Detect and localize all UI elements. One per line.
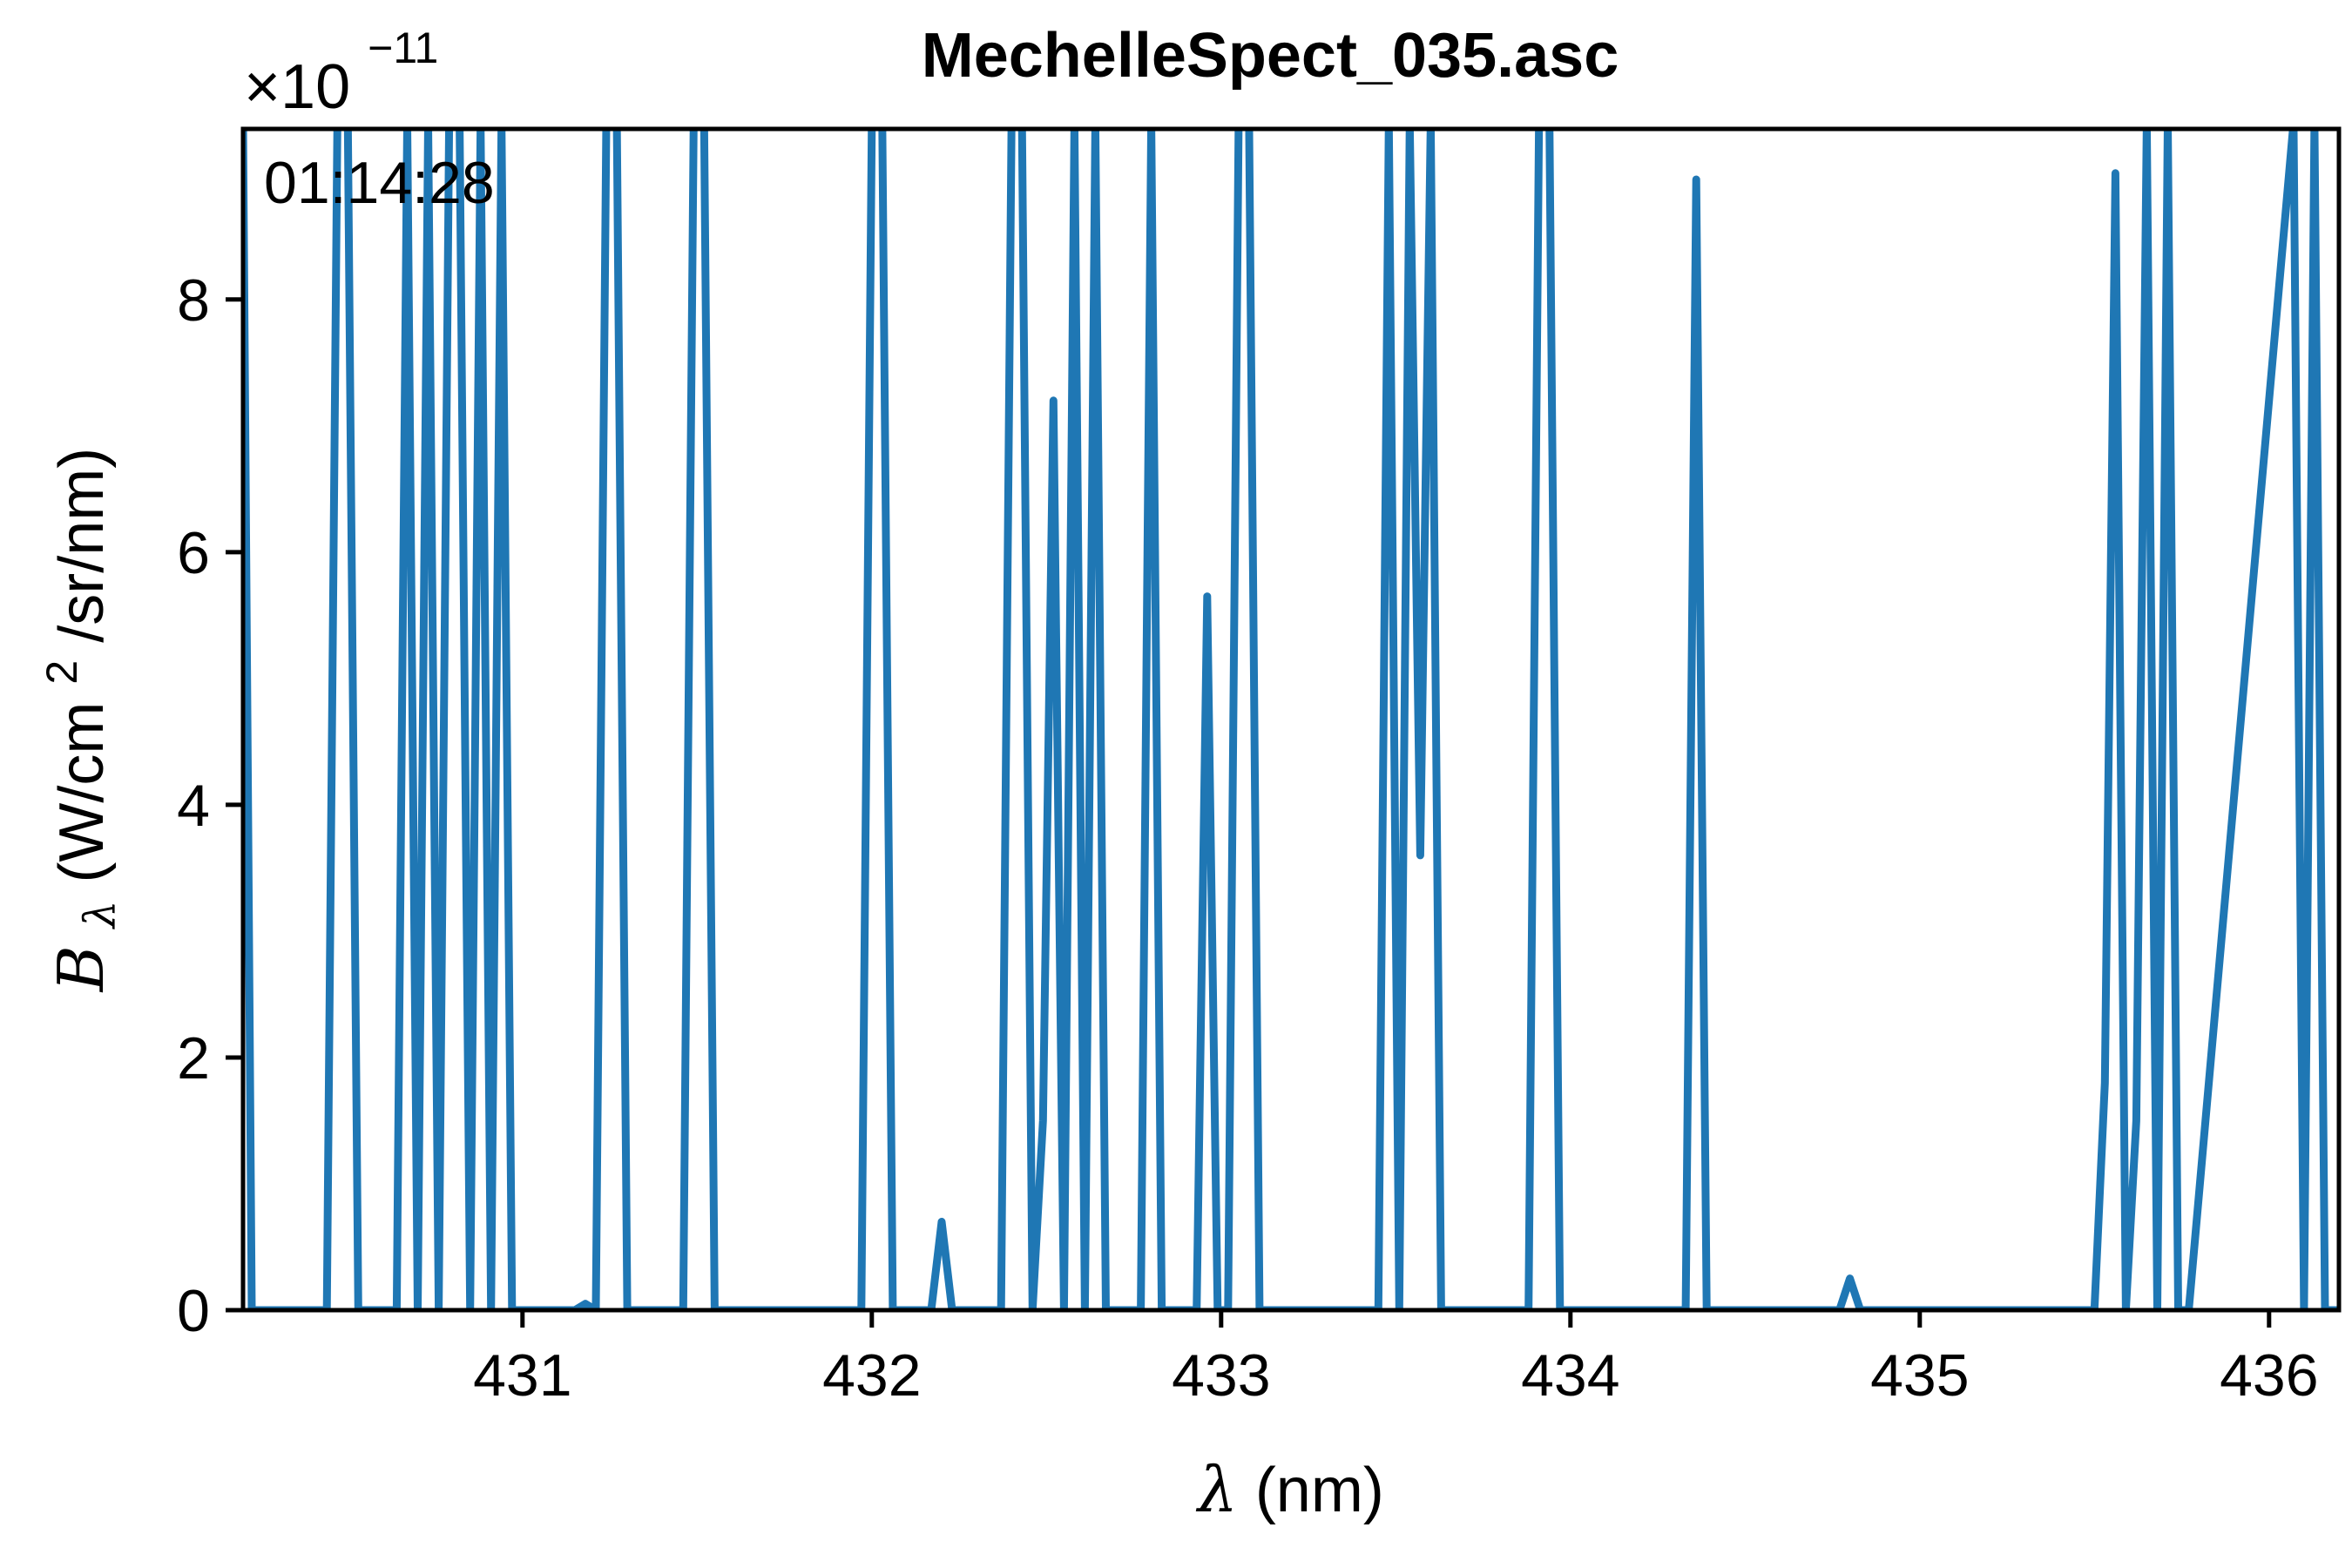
y-tick-label-4: 8: [177, 267, 210, 334]
y-axis: 0 2 4 6 8: [177, 267, 243, 1344]
x-axis-label: λ (nm): [1195, 1453, 1384, 1526]
y-axis-symbol: B: [44, 945, 118, 993]
scale-factor-exponent: −11: [368, 24, 438, 72]
x-axis: 431 432 433 434 435 436: [473, 1310, 2319, 1409]
x-tick-label-1: 432: [822, 1342, 921, 1409]
spectrum-line: [243, 129, 2339, 1310]
y-axis-superscript: 2: [37, 660, 86, 685]
x-axis-symbol: λ: [1195, 1453, 1238, 1526]
y-axis-subscript: λ: [75, 901, 125, 930]
y-tick-label-2: 4: [177, 773, 210, 839]
x-tick-label-0: 431: [473, 1342, 571, 1409]
plot-frame: [240, 126, 2342, 1313]
y-tick-label-3: 6: [177, 520, 210, 586]
y-tick-label-0: 0: [177, 1278, 210, 1344]
x-tick-label-2: 433: [1172, 1342, 1270, 1409]
x-tick-label-5: 436: [2220, 1342, 2318, 1409]
timestamp-annotation: 01:14:28: [264, 150, 495, 216]
y-axis-unit-before: (W/cm: [47, 702, 117, 883]
x-axis-unit: (nm): [1255, 1456, 1384, 1525]
y-axis-label: B λ (W/cm 2 /sr/nm): [21, 448, 129, 993]
x-tick-label-3: 434: [1521, 1342, 1619, 1409]
chart-title: MechelleSpect_035.asc: [922, 21, 1619, 91]
x-tick-label-4: 435: [1870, 1342, 1969, 1409]
scale-factor: ×10 −11: [244, 24, 438, 122]
scale-factor-prefix: ×10: [244, 52, 350, 122]
y-axis-unit-after: /sr/nm): [47, 448, 117, 643]
y-tick-label-1: 2: [177, 1025, 210, 1092]
